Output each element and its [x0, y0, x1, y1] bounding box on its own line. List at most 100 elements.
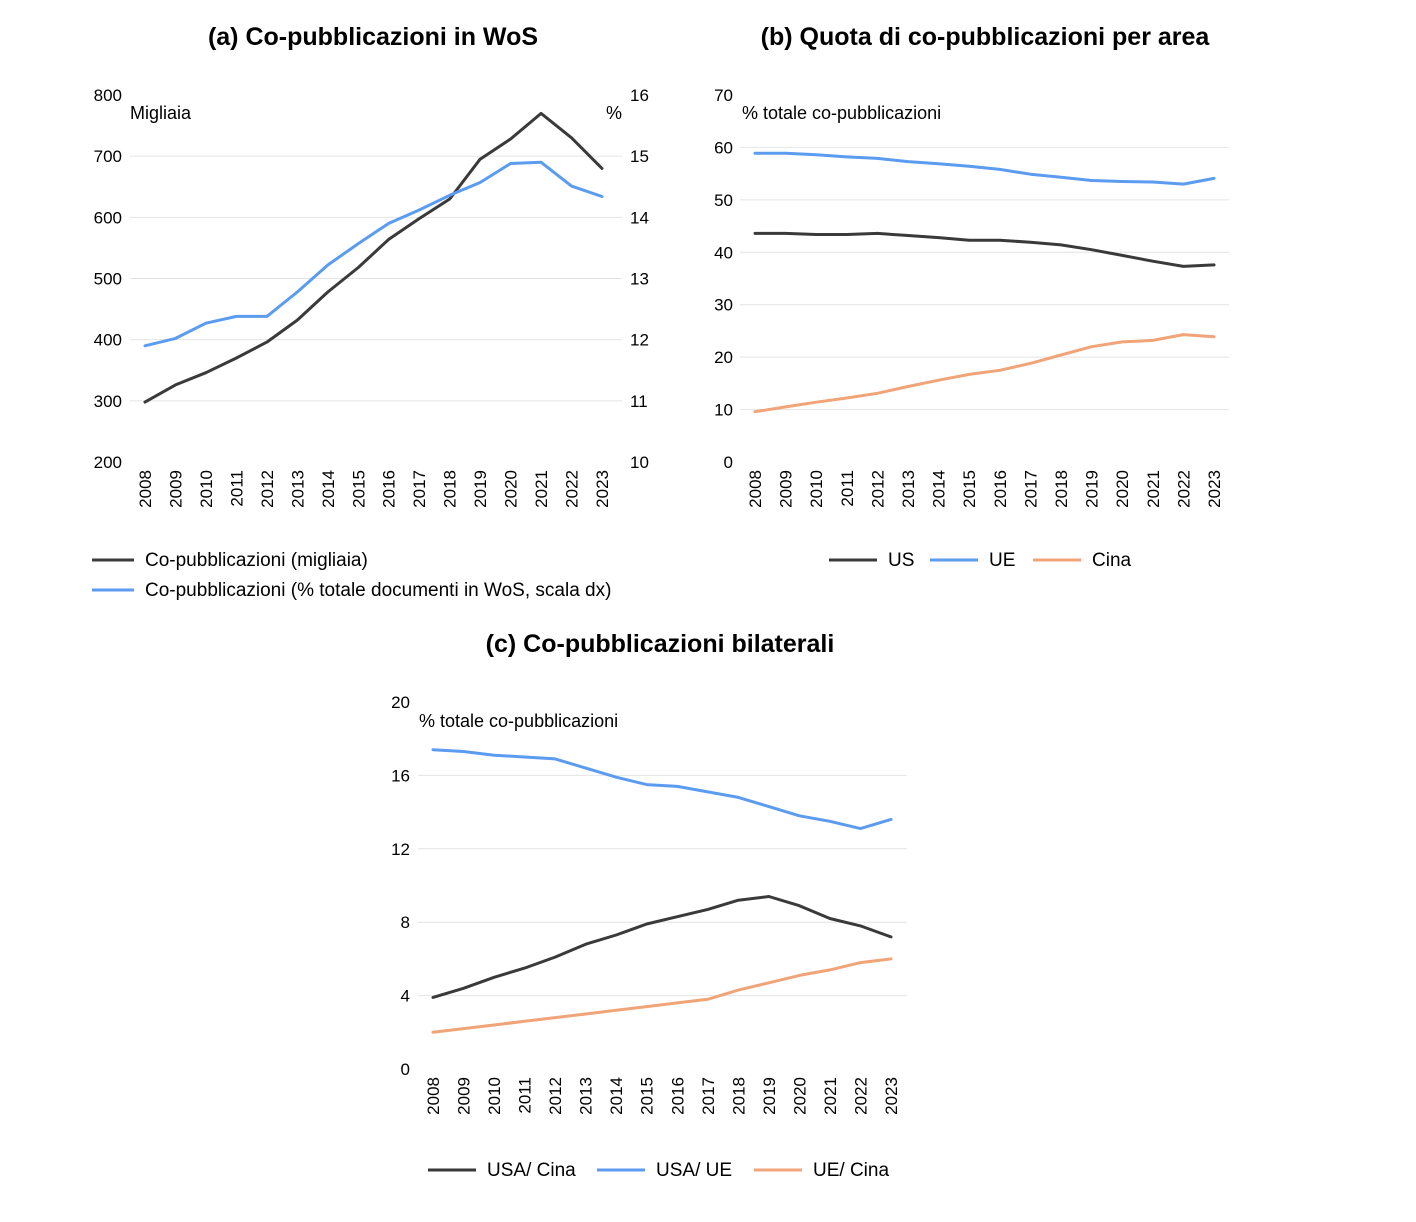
chart-c-legend-label-2: USA/ UE: [656, 1160, 732, 1181]
chart-a-legend-label-1: Co-pubblicazioni (migliaia): [145, 550, 368, 571]
chart-c-xtick-label: 2023: [882, 1077, 901, 1115]
chart-a-gridlines: [130, 155, 622, 402]
chart-a-xtick-label: 2021: [532, 470, 551, 508]
chart-a-xtick-label: 2012: [258, 470, 277, 508]
chart-b-legend-label-3: Cina: [1092, 550, 1132, 571]
chart-b-series: [753, 151, 1216, 414]
chart-b-ytick-label: 50: [714, 191, 733, 210]
chart-b-xtick-label: 2017: [1021, 470, 1040, 508]
chart-a-title: (a) Co-pubblicazioni in WoS: [208, 23, 538, 51]
chart-c-x-axis: 2008 2009 2010 2011 2012 2013 2014 2015 2016 2017…: [424, 1077, 901, 1115]
chart-b-ytick-label: 40: [714, 243, 733, 262]
chart-c-legend: USA/ Cina USA/ UE UE/ Cina: [428, 1160, 889, 1181]
chart-a-xtick-label: 2010: [197, 470, 216, 508]
chart-a-ytick-label: 700: [94, 147, 122, 166]
chart-c-left-unit: % totale co-pubblicazioni: [419, 711, 618, 731]
chart-b-xtick-label: 2020: [1113, 470, 1132, 508]
chart-a-x-axis: 2008 2009 2010 2011 2012 2013 2014 2015 2016 2017…: [136, 470, 612, 508]
chart-a-series: [143, 111, 604, 404]
chart-b-quota-per-area: (b) Quota di co-pubblicazioni per area %…: [714, 23, 1229, 571]
chart-c-ytick-label: 20: [391, 693, 410, 712]
chart-a-ytick-label: 600: [94, 208, 122, 227]
chart-b-xtick-label: 2009: [777, 470, 796, 508]
chart-c-xtick-label: 2009: [455, 1077, 474, 1115]
chart-a-xtick-label: 2015: [349, 470, 368, 508]
chart-b-ytick-label: 0: [724, 453, 733, 472]
chart-a-left-unit: Migliaia: [130, 103, 192, 123]
chart-c-xtick-label: 2022: [851, 1077, 870, 1115]
chart-c-xtick-label: 2020: [790, 1077, 809, 1115]
chart-a-left-axis: 200 300 400 500 600 700 800: [94, 86, 122, 472]
chart-b-legend-label-1: US: [888, 550, 914, 571]
chart-a-xtick-label: 2014: [319, 470, 338, 508]
chart-c-xtick-label: 2015: [638, 1077, 657, 1115]
chart-b-ytick-label: 70: [714, 86, 733, 105]
chart-a-xtick-label: 2013: [288, 470, 307, 508]
chart-a-ytick-label: 400: [94, 331, 122, 350]
chart-b-xtick-label: 2019: [1083, 470, 1102, 508]
chart-a-y2tick-label: 11: [630, 392, 648, 411]
chart-a-xtick-label: 2022: [563, 470, 582, 508]
chart-c-series-line-3: [431, 957, 893, 1034]
chart-c-xtick-label: 2012: [546, 1077, 565, 1115]
chart-c-series-line-1: [431, 895, 893, 999]
chart-c-left-axis: 0 4 8 12 16 20: [391, 693, 410, 1079]
chart-c-xtick-label: 2014: [607, 1077, 626, 1115]
chart-b-legend: US UE Cina: [829, 550, 1132, 571]
chart-b-xtick-label: 2012: [868, 470, 887, 508]
chart-a-legend-label-2: Co-pubblicazioni (% totale documenti in …: [145, 580, 611, 601]
chart-a-ytick-label: 500: [94, 270, 122, 289]
chart-c-ytick-label: 12: [391, 840, 410, 859]
chart-b-series-line-3: [753, 333, 1216, 414]
chart-b-xtick-label: 2022: [1174, 470, 1193, 508]
chart-c-xtick-label: 2018: [729, 1077, 748, 1115]
chart-a-xtick-label: 2011: [227, 470, 246, 507]
chart-c-series-line-2: [431, 748, 893, 831]
chart-a-y2tick-label: 15: [630, 147, 649, 166]
chart-c-legend-label-3: UE/ Cina: [813, 1160, 889, 1181]
chart-a-y2tick-label: 10: [630, 453, 649, 472]
chart-b-xtick-label: 2023: [1205, 470, 1224, 508]
chart-a-y2tick-label: 13: [630, 270, 649, 289]
chart-c-xtick-label: 2011: [516, 1077, 535, 1114]
chart-a-series-line-2: [143, 160, 604, 348]
chart-b-ytick-label: 10: [714, 401, 733, 420]
chart-c-ytick-label: 4: [401, 987, 410, 1006]
chart-b-left-unit: % totale co-pubblicazioni: [742, 103, 941, 123]
chart-c-title: (c) Co-pubblicazioni bilaterali: [486, 630, 835, 658]
chart-c-xtick-label: 2016: [668, 1077, 687, 1115]
chart-b-xtick-label: 2018: [1052, 470, 1071, 508]
chart-a-xtick-label: 2008: [136, 470, 155, 508]
chart-b-legend-label-2: UE: [989, 550, 1015, 571]
chart-b-xtick-label: 2016: [991, 470, 1010, 508]
chart-c-ytick-label: 0: [401, 1060, 410, 1079]
chart-a-ytick-label: 800: [94, 86, 122, 105]
chart-a-xtick-label: 2023: [593, 470, 612, 508]
chart-a-right-axis: 10 11 12 13 14 15 16: [630, 86, 649, 472]
chart-a-xtick-label: 2020: [502, 470, 521, 508]
chart-b-xtick-label: 2015: [960, 470, 979, 508]
chart-a-legend: Co-pubblicazioni (migliaia) Co-pubblicazi…: [92, 550, 611, 601]
chart-a-series-line-1: [143, 111, 604, 404]
chart-b-xtick-label: 2010: [807, 470, 826, 508]
chart-b-xtick-label: 2014: [930, 470, 949, 508]
chart-a-ytick-label: 300: [94, 392, 122, 411]
chart-b-series-line-2: [753, 151, 1216, 186]
chart-c-xtick-label: 2021: [821, 1077, 840, 1115]
chart-c-xtick-label: 2010: [485, 1077, 504, 1115]
chart-c-ytick-label: 8: [401, 913, 410, 932]
chart-c-series: [431, 748, 893, 1034]
chart-a-xtick-label: 2017: [410, 470, 429, 508]
chart-b-xtick-label: 2011: [838, 470, 857, 507]
chart-a-y2tick-label: 16: [630, 86, 649, 105]
chart-a-copubblicazioni-wos: (a) Co-pubblicazioni in WoS Migliaia % 2…: [92, 23, 649, 601]
chart-c-xtick-label: 2019: [760, 1077, 779, 1115]
chart-a-y2tick-label: 14: [630, 208, 649, 227]
chart-b-x-axis: 2008 2009 2010 2011 2012 2013 2014 2015 2016 2017…: [746, 470, 1224, 508]
chart-a-ytick-label: 200: [94, 453, 122, 472]
chart-c-bilaterali: (c) Co-pubblicazioni bilaterali % totale…: [391, 630, 907, 1181]
chart-a-xtick-label: 2019: [471, 470, 490, 508]
chart-c-xtick-label: 2013: [577, 1077, 596, 1115]
chart-b-series-line-1: [753, 231, 1216, 268]
